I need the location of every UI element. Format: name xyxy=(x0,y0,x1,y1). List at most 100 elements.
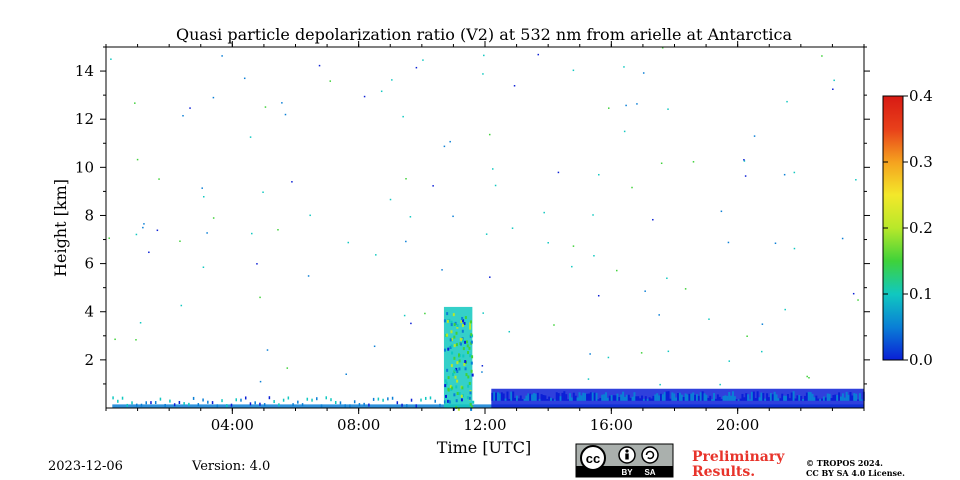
boundary-pixel xyxy=(766,393,769,401)
noise-pixel xyxy=(636,103,638,105)
noise-pixel xyxy=(572,245,575,247)
noise-pixel xyxy=(402,115,404,118)
noise-pixel xyxy=(659,383,661,386)
plume-pixel xyxy=(454,375,457,379)
boundary-pixel xyxy=(593,392,596,401)
boundary-pixel xyxy=(785,395,788,401)
plume-pixel xyxy=(446,368,449,372)
surface-pixel xyxy=(443,400,446,404)
plume-pixel xyxy=(461,329,464,333)
noise-pixel xyxy=(494,184,497,187)
noise-pixel xyxy=(728,360,731,362)
boundary-pixel xyxy=(589,392,592,401)
x-tick-label: 20:00 xyxy=(716,416,759,434)
surface-pixel xyxy=(401,403,403,407)
boundary-pixel xyxy=(786,394,789,401)
plume-pixel xyxy=(471,355,474,359)
surface-pixel xyxy=(387,397,389,401)
boundary-pixel xyxy=(762,392,765,401)
boundary-pixel xyxy=(845,391,848,401)
plume-pixel xyxy=(449,338,452,342)
boundary-pixel xyxy=(551,398,554,401)
boundary-pixel xyxy=(851,395,854,401)
noise-pixel xyxy=(202,195,205,198)
boundary-pixel xyxy=(608,395,611,401)
surface-pixel xyxy=(424,396,427,400)
boundary-pixel xyxy=(684,393,687,401)
plume-pixel xyxy=(467,375,470,379)
boundary-pixel xyxy=(559,396,562,401)
boundary-pixel xyxy=(821,398,824,401)
noise-pixel xyxy=(692,161,695,163)
plume-pixel xyxy=(451,386,454,390)
x-tick-label: 08:00 xyxy=(337,416,380,434)
noise-pixel xyxy=(259,296,261,299)
noise-pixel xyxy=(143,223,145,225)
copyright-line1: © TROPOS 2024. xyxy=(806,458,883,468)
noise-pixel xyxy=(589,353,591,355)
plume-pixel xyxy=(469,354,472,358)
noise-pixel xyxy=(380,90,383,93)
boundary-pixel xyxy=(834,394,837,401)
noise-pixel xyxy=(625,104,627,107)
surface-pixel xyxy=(363,402,365,406)
noise-pixel xyxy=(608,107,610,109)
surface-pixel xyxy=(420,398,422,402)
y-axis: 2 4 6 8 10 12 14 xyxy=(75,46,870,385)
surface-pixel xyxy=(287,396,290,400)
boundary-pixel xyxy=(491,392,494,401)
surface-pixel xyxy=(406,404,408,408)
data-layer xyxy=(108,47,865,411)
boundary-pixel xyxy=(839,396,842,401)
surface-pixel xyxy=(330,398,332,402)
boundary-pixel xyxy=(853,393,856,401)
noise-pixel xyxy=(760,350,763,353)
plume-pixel xyxy=(450,323,453,327)
boundary-pixel xyxy=(836,394,839,401)
noise-pixel xyxy=(852,292,855,295)
plume-pixel xyxy=(471,373,474,377)
boundary-pixel xyxy=(669,398,672,401)
boundary-pixel xyxy=(542,394,545,401)
plume-pixel xyxy=(450,344,453,348)
noise-pixel xyxy=(855,179,857,181)
boundary-pixel xyxy=(601,394,604,401)
boundary-pixel xyxy=(803,395,806,401)
x-tick-label: 04:00 xyxy=(211,416,254,434)
noise-pixel xyxy=(841,237,844,240)
feature-surface-layer xyxy=(112,404,865,408)
noise-pixel xyxy=(708,318,710,320)
boundary-pixel xyxy=(688,393,691,401)
plume-pixel xyxy=(471,405,474,409)
boundary-pixel xyxy=(529,393,532,401)
plume-pixel xyxy=(461,324,464,328)
x-tick-label: 16:00 xyxy=(590,416,633,434)
surface-pixel xyxy=(377,397,380,401)
colorbar-tick-label: 0.3 xyxy=(909,153,933,171)
boundary-pixel xyxy=(502,393,505,401)
boundary-pixel xyxy=(534,393,537,401)
boundary-pixel xyxy=(523,398,526,401)
plume-pixel xyxy=(469,322,472,326)
plume-pixel xyxy=(458,353,461,357)
boundary-pixel xyxy=(519,395,522,401)
noise-pixel xyxy=(661,47,664,49)
plume-pixel xyxy=(464,360,467,364)
boundary-pixel xyxy=(498,393,501,401)
plume-pixel xyxy=(465,373,468,377)
plume-pixel xyxy=(443,319,446,323)
plume-pixel xyxy=(462,347,465,351)
boundary-pixel xyxy=(646,398,649,401)
plume-pixel xyxy=(452,372,455,376)
surface-pixel xyxy=(197,403,200,407)
boundary-pixel xyxy=(587,393,590,401)
boundary-pixel xyxy=(561,392,564,401)
x-axis: 04:00 08:00 12:00 16:00 20:00 xyxy=(105,41,865,434)
boundary-pixel xyxy=(735,399,738,401)
colorbar-tick-label: 0.4 xyxy=(909,87,933,105)
plume-pixel xyxy=(469,320,472,324)
noise-pixel xyxy=(345,373,347,375)
boundary-pixel xyxy=(586,393,589,401)
noise-pixel xyxy=(592,214,594,216)
boundary-pixel xyxy=(540,394,543,401)
